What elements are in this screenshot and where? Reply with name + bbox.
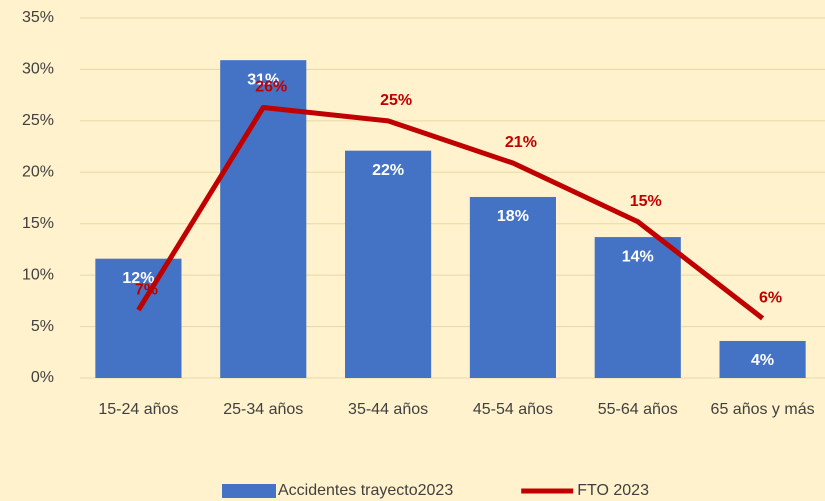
line-value-label: 7%	[135, 281, 158, 298]
bar-value-label: 31%	[247, 71, 279, 88]
y-tick-label: 15%	[22, 215, 54, 232]
bar	[345, 150, 432, 378]
y-tick-label: 30%	[22, 61, 54, 78]
line-value-label: 15%	[630, 193, 662, 210]
bar-value-label: 14%	[622, 248, 654, 265]
y-tick-label: 0%	[31, 369, 54, 386]
legend-label: Accidentes trayecto2023	[278, 482, 453, 499]
y-tick-label: 35%	[22, 9, 54, 26]
bar-value-label: 18%	[497, 208, 529, 225]
line-value-label: 26%	[255, 79, 287, 96]
y-tick-label: 5%	[31, 318, 54, 335]
x-tick-label: 15-24 años	[98, 401, 178, 418]
line-value-label: 21%	[505, 134, 537, 151]
legend-label: FTO 2023	[577, 482, 649, 499]
x-tick-label: 35-44 años	[348, 401, 428, 418]
y-tick-label: 20%	[22, 164, 54, 181]
bar	[594, 237, 681, 378]
bar	[719, 340, 806, 378]
x-tick-label: 65 años y más	[711, 401, 815, 418]
bar-value-label: 12%	[122, 270, 154, 287]
x-tick-label: 45-54 años	[473, 401, 553, 418]
bar	[220, 60, 307, 379]
line	[136, 104, 765, 321]
legend-swatch	[222, 484, 276, 498]
x-tick-label: 25-34 años	[223, 401, 303, 418]
line-value-label: 25%	[380, 92, 412, 109]
bar	[469, 196, 556, 378]
line-value-label: 6%	[759, 290, 782, 307]
bar	[95, 258, 182, 378]
bar-value-label: 4%	[751, 352, 774, 369]
bar-value-label: 22%	[372, 162, 404, 179]
y-tick-label: 25%	[22, 112, 54, 129]
y-tick-label: 10%	[22, 266, 54, 283]
x-tick-label: 55-64 años	[598, 401, 678, 418]
